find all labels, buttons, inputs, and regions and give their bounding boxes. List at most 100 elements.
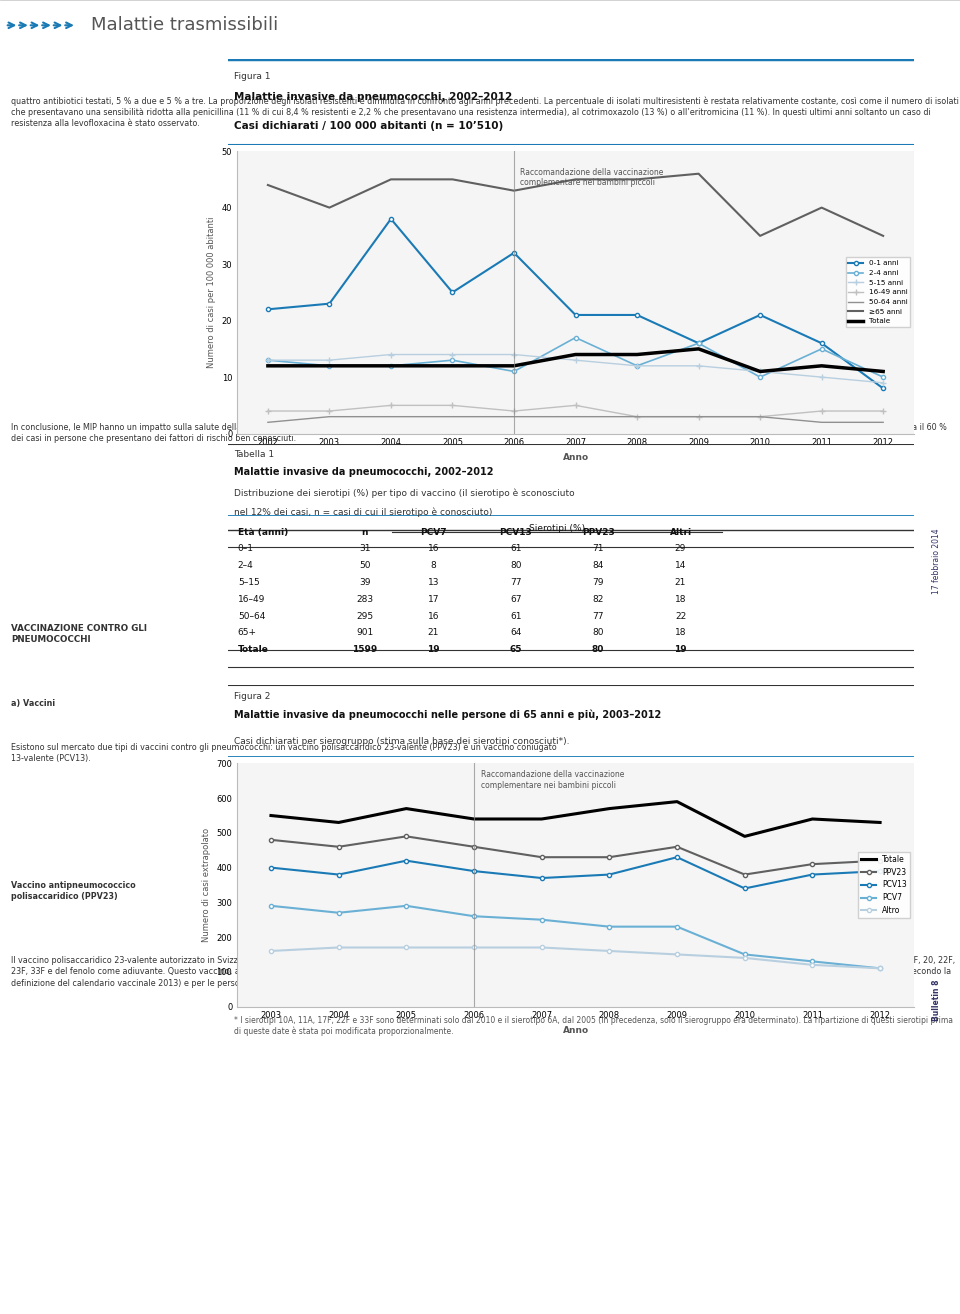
Text: 18: 18 [675,595,686,604]
5-15 anni [508,347,519,363]
PCV7 [468,908,480,924]
Text: VACCINAZIONE CONTRO GLI
PNEUMOCOCCHI: VACCINAZIONE CONTRO GLI PNEUMOCOCCHI [12,624,147,644]
X-axis label: Anno: Anno [563,1026,588,1035]
Text: Casi dichiarati / 100 000 abitanti (n = 10’510): Casi dichiarati / 100 000 abitanti (n = … [234,121,504,130]
Text: 17 febbraio 2014: 17 febbraio 2014 [932,528,942,594]
Text: Figura 1: Figura 1 [234,72,271,81]
5-15 anni [385,347,396,363]
Text: PPV23: PPV23 [582,528,614,536]
Text: 61: 61 [510,544,521,553]
PPV23 [806,857,818,872]
Text: Altri: Altri [669,528,691,536]
16-49 anni [877,403,889,419]
Legend: Totale, PPV23, PCV13, PCV7, Altro: Totale, PPV23, PCV13, PCV7, Altro [858,851,910,918]
Text: Malattie invasive da pneumococchi, 2002–2012: Malattie invasive da pneumococchi, 2002–… [234,92,513,101]
5-15 anni [693,357,705,373]
Text: 19: 19 [674,645,686,654]
Totale [739,829,751,845]
Text: 16: 16 [428,544,439,553]
Line: PPV23: PPV23 [269,834,882,876]
Totale [816,357,828,373]
2-4 anni [693,335,705,351]
PPV23 [265,832,276,848]
50-64 anni [693,409,705,424]
50-64 anni [262,414,274,430]
PCV7 [333,905,345,921]
Altro [671,946,683,962]
PCV7 [536,912,547,928]
PCV13 [604,867,615,883]
Text: In conclusione, le MIP hanno un impatto sulla salute della popolazione, sia in r: In conclusione, le MIP hanno un impatto … [12,423,948,443]
Text: Malattie invasive da pneumococchi nelle persone di 65 anni e più, 2003–2012: Malattie invasive da pneumococchi nelle … [234,710,661,720]
50-64 anni [324,409,335,424]
Totale [806,811,818,827]
Text: 22: 22 [675,611,686,620]
Line: 50-64 anni: 50-64 anni [268,417,883,422]
Text: 17: 17 [428,595,439,604]
16-49 anni [385,398,396,414]
X-axis label: Anno: Anno [563,453,588,463]
≥65 anni [693,166,705,181]
PCV13 [536,870,547,886]
0-1 anni [755,307,766,323]
PCV13 [468,863,480,879]
Text: 79: 79 [592,578,604,587]
PCV13 [739,880,751,896]
50-64 anni [446,409,458,424]
Line: 2-4 anni: 2-4 anni [266,335,885,380]
≥65 anni [816,200,828,215]
Text: 2–4: 2–4 [238,561,253,570]
50-64 anni [569,409,581,424]
Totale [877,364,889,380]
Text: Vaccino antipneumococcico
polisaccaridico (PPV23): Vaccino antipneumococcico polisaccaridic… [12,882,136,901]
Text: PCV13: PCV13 [499,528,532,536]
PCV7 [806,954,818,970]
Text: 1599: 1599 [352,645,377,654]
≥65 anni [324,200,335,215]
Altro [875,961,886,976]
16-49 anni [569,398,581,414]
Line: 16-49 anni: 16-49 anni [265,402,886,419]
PCV7 [875,961,886,976]
PPV23 [604,849,615,865]
Line: Totale: Totale [268,350,883,372]
Text: 65+: 65+ [238,628,257,637]
Text: 0–1: 0–1 [238,544,253,553]
PPV23 [468,838,480,854]
2-4 anni [446,352,458,368]
Text: 18: 18 [675,628,686,637]
Altro [739,950,751,966]
5-15 anni [446,347,458,363]
5-15 anni [632,357,643,373]
Line: Altro: Altro [269,945,882,971]
Altro [333,940,345,955]
Text: Tabella 1: Tabella 1 [234,449,275,459]
PCV13 [806,867,818,883]
5-15 anni [324,352,335,368]
≥65 anni [877,229,889,244]
2-4 anni [632,357,643,373]
PCV7 [739,946,751,962]
Text: quattro antibiotici testati, 5 % a due e 5 % a tre. La proporzione degli isolati: quattro antibiotici testati, 5 % a due e… [12,97,959,129]
50-64 anni [755,409,766,424]
Text: 80: 80 [510,561,521,570]
Text: 82: 82 [592,595,604,604]
Line: 5-15 anni: 5-15 anni [265,352,886,385]
Text: 3: 3 [933,1288,941,1301]
Text: Sierotipi (%): Sierotipi (%) [529,523,585,532]
≥65 anni [632,172,643,188]
PCV7 [400,897,412,913]
5-15 anni [569,352,581,368]
Text: Malattie trasmissibili: Malattie trasmissibili [91,16,278,34]
Text: * I sierotipi 10A, 11A, 17F, 22F e 33F sono determinati solo dal 2010 e il siero: * I sierotipi 10A, 11A, 17F, 22F e 33F s… [234,1016,953,1035]
16-49 anni [632,409,643,424]
Text: Distribuzione dei sierotipi (%) per tipo di vaccino (il sierotipo è sconosciuto: Distribuzione dei sierotipi (%) per tipo… [234,489,575,498]
50-64 anni [632,409,643,424]
Text: 67: 67 [510,595,521,604]
0-1 anni [693,335,705,351]
≥65 anni [508,183,519,198]
Text: Bulletin 8: Bulletin 8 [932,979,942,1021]
Totale [468,811,480,827]
Line: ≥65 anni: ≥65 anni [268,173,883,237]
Y-axis label: Numero di casi extrapolato: Numero di casi extrapolato [202,828,211,942]
